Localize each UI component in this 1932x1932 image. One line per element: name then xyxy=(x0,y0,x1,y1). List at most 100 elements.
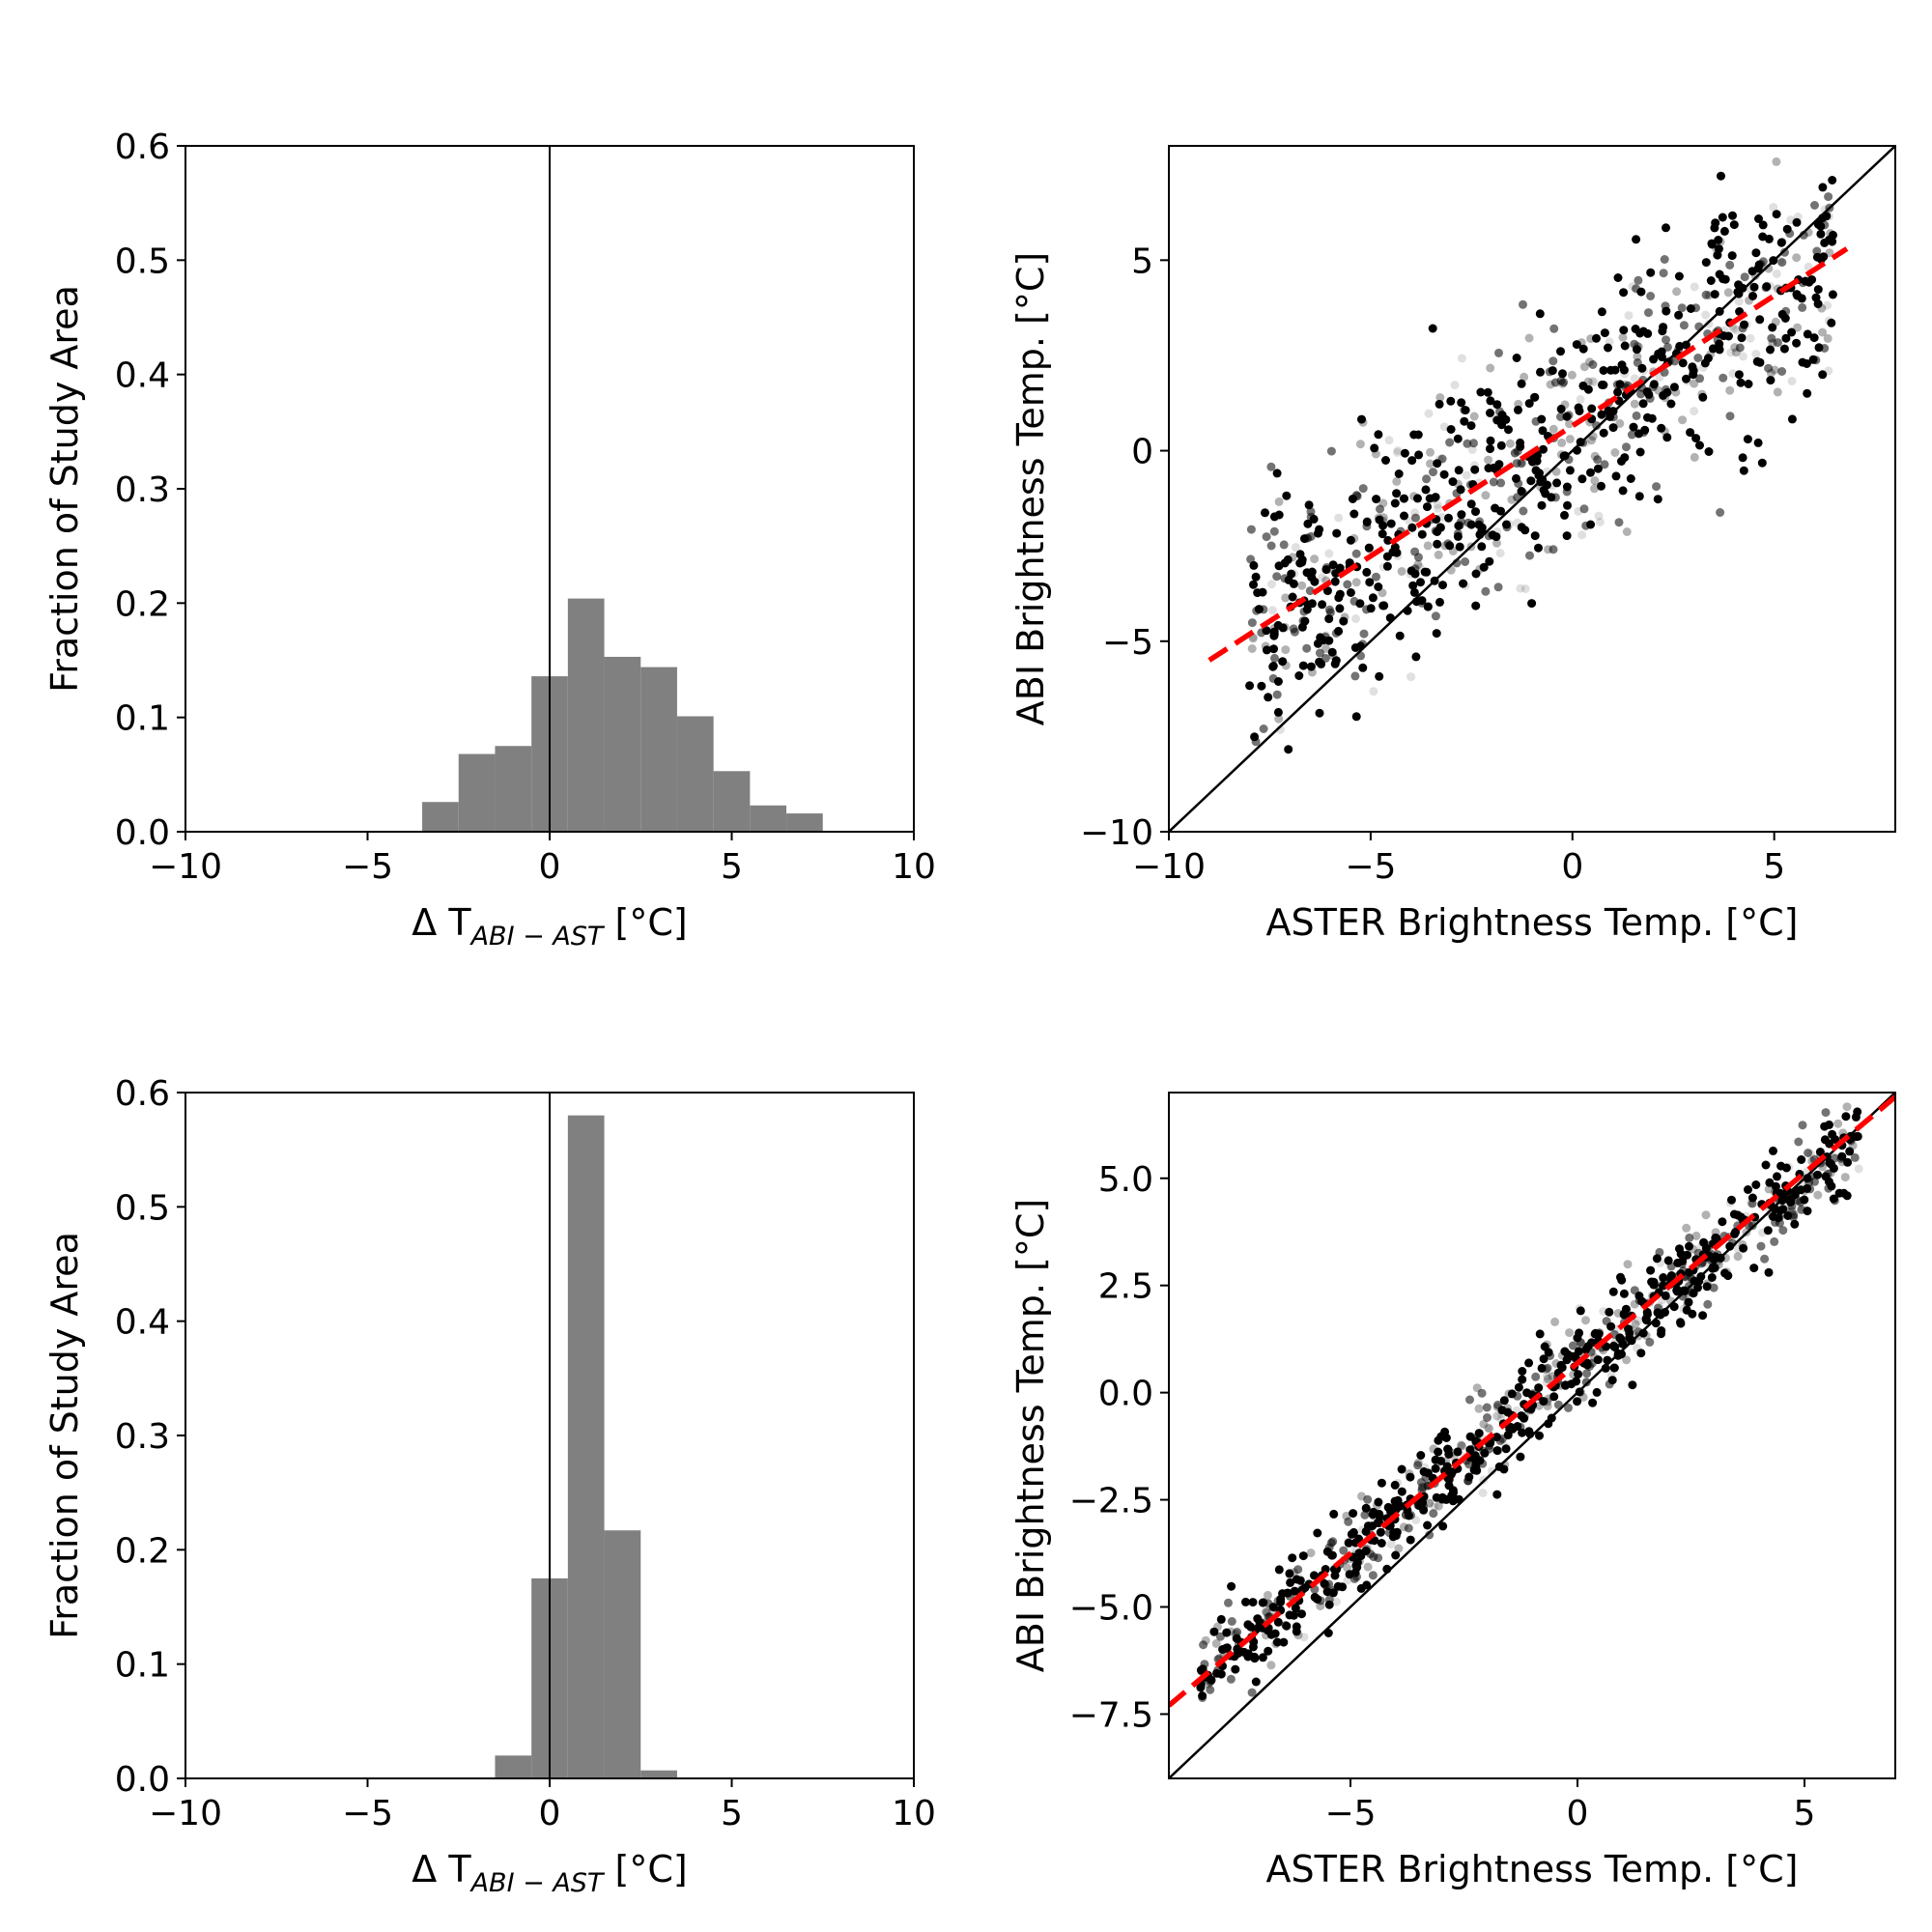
chart-4-point xyxy=(1431,1455,1440,1464)
chart-2-point xyxy=(1516,583,1525,593)
chart-2-point xyxy=(1496,478,1506,488)
chart-2-point xyxy=(1305,586,1315,596)
chart-4-point xyxy=(1794,1196,1803,1206)
chart-4-point xyxy=(1263,1590,1272,1600)
chart-4-point xyxy=(1479,1419,1489,1429)
chart-2-point xyxy=(1485,556,1494,566)
chart-4-point xyxy=(1457,1440,1465,1450)
chart-2-point xyxy=(1670,356,1680,366)
chart-2-point xyxy=(1772,156,1781,166)
chart-2-point xyxy=(1446,425,1456,434)
chart-4-point xyxy=(1787,1201,1797,1210)
chart-4-point xyxy=(1405,1469,1414,1478)
chart-4-point xyxy=(1288,1553,1297,1563)
chart-4-point xyxy=(1565,1328,1575,1338)
chart-4-point xyxy=(1718,1217,1727,1227)
chart-2-point xyxy=(1624,311,1634,321)
chart-4-xtick-label: 0 xyxy=(1567,1794,1589,1833)
chart-4-point xyxy=(1324,1600,1334,1609)
chart-2-point xyxy=(1590,484,1599,494)
chart-4-point xyxy=(1347,1529,1356,1539)
chart-4-point xyxy=(1833,1119,1843,1128)
chart-2-point xyxy=(1289,579,1298,588)
chart-2-point xyxy=(1825,248,1834,258)
chart-2-points xyxy=(1245,156,1837,754)
chart-4-point xyxy=(1575,1304,1584,1313)
chart-4-one-to-one-line xyxy=(1169,1093,1895,1778)
chart-2-point xyxy=(1672,287,1682,297)
chart-2-point xyxy=(1519,506,1528,516)
chart-2-point xyxy=(1708,344,1718,354)
chart-2-point xyxy=(1346,588,1355,597)
chart-4-point xyxy=(1572,1377,1581,1386)
chart-2-point xyxy=(1481,491,1491,500)
chart-2-point xyxy=(1556,376,1566,385)
chart-4-point xyxy=(1417,1483,1427,1492)
chart-2-point xyxy=(1780,247,1789,257)
chart-4-point xyxy=(1631,1320,1640,1329)
chart-2-point xyxy=(1544,545,1553,554)
chart-2-point xyxy=(1769,203,1778,213)
chart-2-point xyxy=(1261,641,1270,651)
chart-2-point xyxy=(1766,281,1776,291)
chart-2-point xyxy=(1577,530,1587,540)
chart-2-point xyxy=(1599,428,1608,438)
chart-2-point xyxy=(1355,440,1365,449)
chart-4-point xyxy=(1544,1348,1553,1357)
chart-2-point xyxy=(1550,493,1560,502)
chart-4-ytick-label: −2.5 xyxy=(1069,1482,1153,1521)
chart-2-point xyxy=(1378,513,1388,523)
chart-4-point xyxy=(1841,1112,1851,1122)
chart-4-point xyxy=(1678,1256,1688,1265)
chart-2-point xyxy=(1368,593,1378,603)
chart-4-point xyxy=(1765,1178,1775,1187)
chart-2-point xyxy=(1250,732,1260,742)
chart-4-point xyxy=(1599,1307,1608,1316)
chart-2-point xyxy=(1704,447,1714,456)
chart-2-point xyxy=(1340,612,1350,622)
chart-4-point xyxy=(1773,1172,1781,1181)
chart-2-point xyxy=(1753,438,1763,447)
chart-4-point xyxy=(1520,1411,1529,1421)
chart-2-point xyxy=(1587,436,1596,445)
chart-2-point xyxy=(1331,656,1341,666)
chart-3-xtick-label: −10 xyxy=(149,1794,222,1833)
chart-4-point xyxy=(1615,1333,1625,1342)
chart-2-point xyxy=(1471,507,1480,517)
chart-4-point xyxy=(1496,1415,1506,1424)
chart-3-ytick-label: 0.5 xyxy=(115,1188,170,1228)
chart-2-point xyxy=(1629,422,1638,432)
chart-2-point xyxy=(1636,287,1646,297)
chart-2-point xyxy=(1471,601,1481,611)
chart-2-point xyxy=(1505,520,1514,529)
chart-4-point xyxy=(1606,1321,1616,1331)
chart-2-point xyxy=(1273,707,1283,717)
chart-4-point xyxy=(1842,1191,1852,1201)
chart-2-point xyxy=(1457,510,1466,520)
chart-2-point xyxy=(1715,345,1724,355)
chart-4-point xyxy=(1441,1434,1451,1442)
chart-2-point xyxy=(1400,448,1409,458)
chart-2-point xyxy=(1572,340,1581,350)
chart-4-point xyxy=(1344,1538,1353,1548)
chart-2-point xyxy=(1644,389,1654,399)
chart-2-point xyxy=(1730,343,1740,353)
chart-1-bar-6 xyxy=(640,667,677,832)
chart-4-point xyxy=(1413,1461,1423,1470)
chart-2-point xyxy=(1706,350,1716,359)
chart-2-point xyxy=(1304,500,1314,510)
chart-2-point xyxy=(1307,599,1317,609)
chart-2-point xyxy=(1453,528,1463,538)
chart-4-point xyxy=(1685,1241,1693,1251)
chart-2-point xyxy=(1764,363,1774,373)
chart-2-point xyxy=(1818,183,1828,192)
chart-2-point xyxy=(1738,453,1747,463)
chart-2-point xyxy=(1660,255,1669,264)
chart-2-xlabel: ASTER Brightness Temp. [°C] xyxy=(1266,901,1799,944)
chart-2-point xyxy=(1792,253,1802,263)
chart-2-point xyxy=(1299,607,1309,616)
chart-2-point xyxy=(1398,494,1407,503)
chart-2-point xyxy=(1593,455,1603,465)
chart-4-point xyxy=(1483,1413,1492,1422)
chart-2-point xyxy=(1646,292,1656,300)
